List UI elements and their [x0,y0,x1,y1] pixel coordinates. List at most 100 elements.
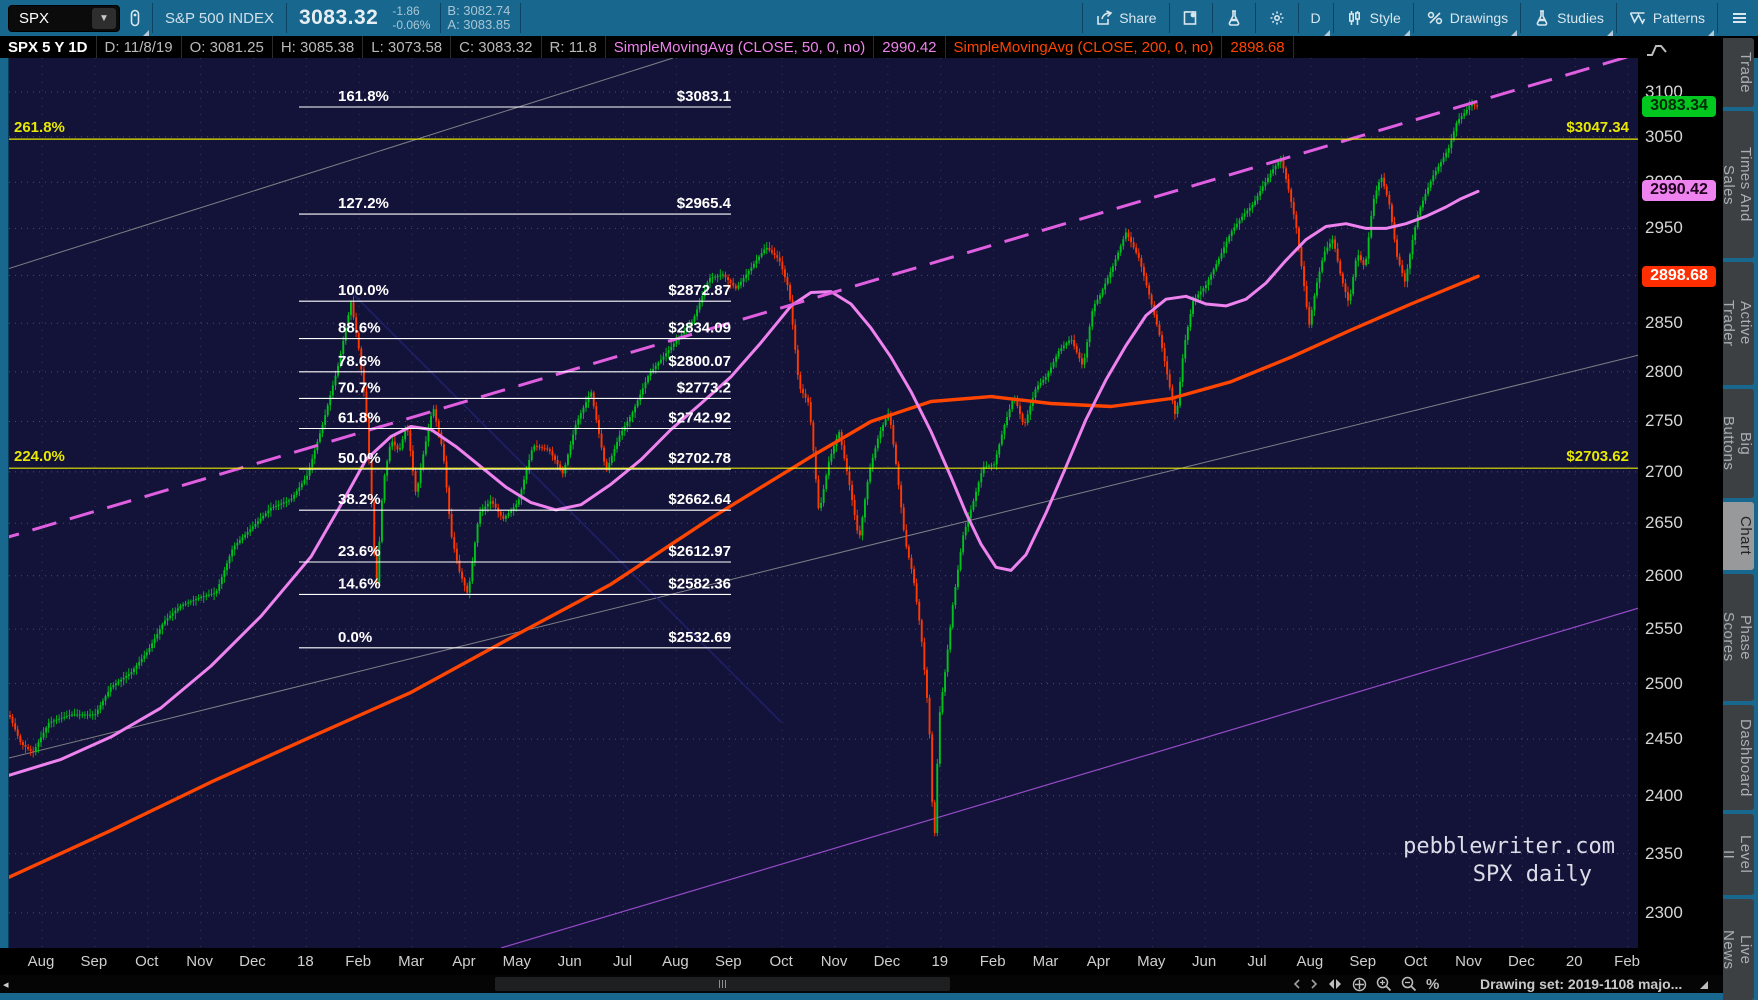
percent-zoom-icon[interactable]: % [1426,975,1440,993]
icon-button[interactable] [1215,0,1253,36]
change-value: -1.86 [392,4,420,18]
zoom-out-icon[interactable] [1401,976,1417,992]
fib-level[interactable]: 161.8% $3083.1 [299,88,731,108]
gear-icon [1268,9,1286,27]
price-tick-label: 2550 [1645,619,1683,639]
d-button[interactable]: D [1301,0,1331,36]
sidebar-tab-trade[interactable]: Trade [1723,38,1754,108]
sidebar-tab-big-buttons[interactable]: Big Buttons [1720,388,1754,499]
ohlc-item: SPX 5 Y 1D [0,36,97,58]
symbol-value: SPX [19,9,50,27]
fib-extension-level[interactable]: 261.8% $3047.34 [9,119,1639,140]
chevron-down-icon[interactable]: ▼ [92,7,116,29]
sidebar-tab-dashboard[interactable]: Dashboard [1723,704,1754,811]
extension-pct-label: 261.8% [14,119,65,136]
fib-value-label: $2773.2 [677,379,731,396]
fib-pct-label: 14.6% [338,575,381,592]
gray-channel-upper-trendline[interactable] [9,58,674,271]
fib-level[interactable]: 100.0% $2872.87 [299,282,731,302]
time-tick-label: Sep [80,953,108,970]
time-tick-label: Apr [1086,953,1111,970]
fib-level[interactable]: 88.6% $2834.09 [299,320,731,340]
time-axis[interactable]: Aug Sep Oct Nov Dec 18 Feb Mar Apr May Jun Jul Aug Se… [0,948,1723,975]
last-price: 3083.32 [298,6,379,29]
studies-button[interactable]: Studies [1523,0,1614,36]
fib-level[interactable]: 14.6% $2582.36 [299,575,731,595]
drawing-set-label[interactable]: Drawing set: 2019-1108 majo... [1480,976,1683,992]
ohlc-item[interactable]: SimpleMovingAvg (CLOSE, 50, 0, no) [606,36,875,58]
chart-style-icon[interactable] [1646,43,1668,64]
fib-level[interactable]: 0.0% $2532.69 [299,629,731,649]
horizontal-scrollbar-thumb[interactable] [495,977,950,991]
time-tick-label: Nov [820,953,848,970]
fib-level[interactable]: 78.6% $2800.07 [299,353,731,373]
time-tick-label: Dec [873,953,901,970]
icon-button[interactable] [1172,0,1210,36]
fib-level[interactable]: 61.8% $2742.92 [299,410,731,430]
sma200-line[interactable] [9,274,1480,879]
sidebar-tab-chart[interactable]: Chart [1723,502,1754,570]
sidebar-tab-times-and-sales[interactable]: Times And Sales [1720,111,1754,259]
price-badge: 3083.34 [1642,95,1716,117]
price-tick-label: 2400 [1645,785,1683,805]
chart-plot-area[interactable]: 161.8% $3083.1 127.2% $2965.4 100.0% $2872.87… [8,58,1639,948]
link-channel-button[interactable] [120,0,150,36]
button-label: D [1310,10,1321,26]
ohlc-item[interactable]: SimpleMovingAvg (CLOSE, 200, 0, no) [946,36,1223,58]
ohlc-item[interactable]: 2990.42 [874,36,946,58]
pan-icon[interactable] [1352,977,1367,992]
time-tick-label: Sep [714,953,742,970]
fib-level[interactable]: 23.6% $2612.97 [299,543,731,563]
time-tick-label: 19 [931,953,949,970]
sidebar-tab-active-trader[interactable]: Active Trader [1720,262,1754,385]
time-tick-label: Oct [769,953,793,970]
watermark-line2: SPX daily [1473,862,1592,887]
percent-icon [1426,9,1444,27]
fib-pct-label: 161.8% [338,88,389,105]
scroll-left-arrow-icon[interactable]: ◂ [3,978,9,991]
gray-channel-lower-trendline[interactable] [9,354,1639,760]
scroll-back-icon[interactable] [1293,979,1301,989]
drawings-button[interactable]: Drawings [1416,0,1518,36]
fib-level[interactable]: 50.0% $2702.78 [299,450,731,470]
fit-width-icon[interactable] [1327,978,1343,990]
fib-pct-label: 88.6% [338,320,381,337]
fib-level[interactable]: 38.2% $2662.64 [299,491,732,511]
resize-grip-icon[interactable] [1700,981,1708,989]
time-tick-label: Mar [1032,953,1059,970]
fib-level[interactable]: 70.7% $2773.2 [299,379,731,399]
zoom-in-icon[interactable] [1376,976,1392,992]
icon-button[interactable] [1258,0,1296,36]
symbol-combobox[interactable]: SPX ▼ [8,4,120,32]
extension-pct-label: 224.0% [14,448,65,465]
price-axis[interactable]: 3100305030002950290028502800275027002650… [1638,38,1723,975]
share-button[interactable]: Share [1085,0,1166,36]
price-change: -1.86 -0.06% [392,4,430,32]
ohlc-item: H: 3085.38 [273,36,364,58]
candle-icon [1346,9,1364,27]
ohlc-item[interactable]: 2898.68 [1222,36,1294,58]
sidebar-tab-live-news[interactable]: Live News [1720,898,1754,1000]
ohlc-item: C: 3083.32 [451,36,542,58]
magenta-dashed-trendline[interactable] [9,58,1628,541]
time-tick-label: Nov [186,953,213,970]
sma50-line[interactable] [9,189,1480,777]
purple-channel-trendline[interactable] [500,607,1639,948]
time-tick-label: Feb [1614,953,1641,970]
scroll-forward-icon[interactable] [1310,979,1318,989]
icon-button[interactable] [1720,0,1758,36]
fib-extension-level[interactable]: 224.0% $2703.62 [9,448,1639,469]
time-tick-label: May [502,953,531,970]
sidebar-tab-level-ii[interactable]: Level II [1720,814,1754,895]
style-button[interactable]: Style [1336,0,1411,36]
patterns-button[interactable]: Patterns [1619,0,1715,36]
price-tick-label: 3050 [1645,126,1683,146]
beaker-icon [1533,9,1551,27]
sidebar-tab-phase-scores[interactable]: Phase Scores [1720,573,1754,701]
beaker-icon [1225,9,1243,27]
fib-level[interactable]: 127.2% $2965.4 [299,195,732,215]
link-icon [126,9,144,27]
chart-status-bar: ◂ % Drawing set: 2019-1108 majo... [0,975,1723,993]
candlestick-series[interactable] [9,99,1479,837]
